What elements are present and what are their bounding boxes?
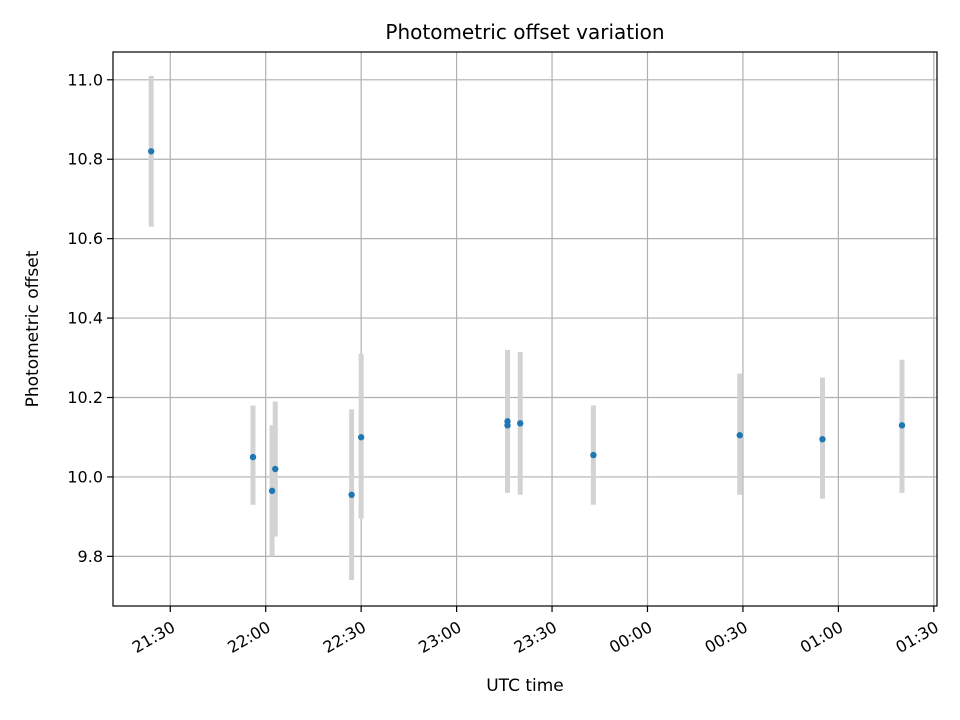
data-point xyxy=(268,487,276,495)
data-point xyxy=(517,420,524,427)
y-tick-label: 10.8 xyxy=(67,150,103,169)
y-tick-label: 10.4 xyxy=(67,309,103,328)
y-tick-label: 10.0 xyxy=(67,467,103,486)
plot-frame xyxy=(112,51,938,607)
y-axis-label: Photometric offset xyxy=(23,250,43,407)
data-point xyxy=(272,465,279,473)
y-tick-label: 11.0 xyxy=(67,70,103,89)
data-point xyxy=(590,451,597,459)
data-point xyxy=(249,453,257,461)
grid xyxy=(113,52,937,606)
data-point xyxy=(147,148,155,155)
data-point xyxy=(504,422,511,429)
data-points xyxy=(147,148,906,499)
data-point xyxy=(348,491,355,499)
y-tick-label: 10.2 xyxy=(67,388,103,407)
data-point xyxy=(357,434,365,441)
data-point xyxy=(819,436,826,443)
y-tick-label: 10.6 xyxy=(67,229,103,248)
x-axis-label: UTC time xyxy=(486,676,564,696)
chart-title: Photometric offset variation xyxy=(385,20,664,44)
data-point xyxy=(898,422,906,429)
data-point xyxy=(736,432,743,439)
y-tick-label: 9.8 xyxy=(78,547,103,566)
y-axis-ticks: 9.8 10.0 10.2 10.4 10.6 10.8 11.0 xyxy=(67,70,113,566)
